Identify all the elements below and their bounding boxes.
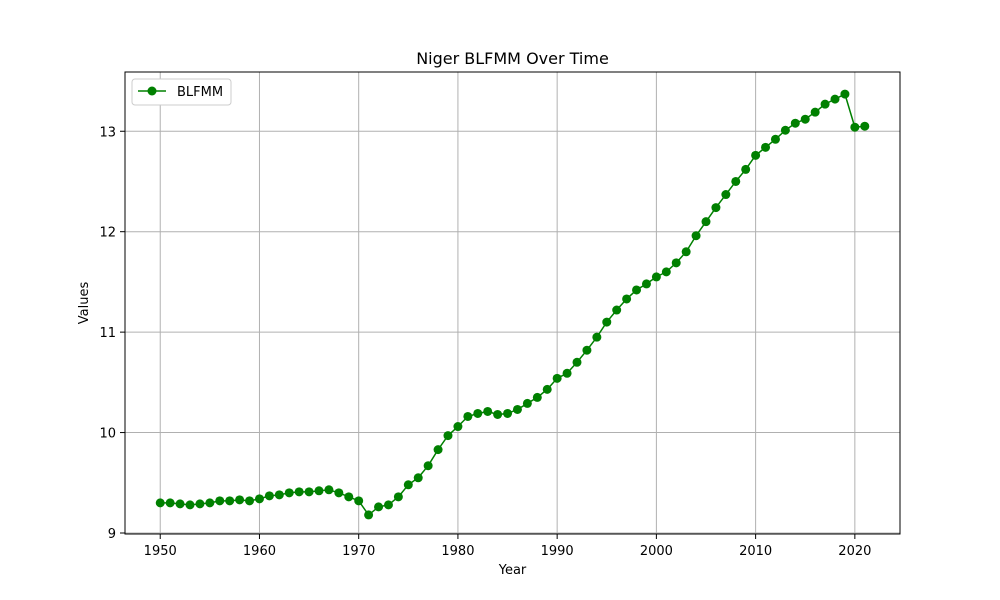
- data-point: [205, 498, 215, 508]
- data-point: [661, 267, 671, 277]
- data-point: [284, 488, 294, 498]
- y-tick-label: 13: [99, 125, 116, 140]
- data-point: [215, 496, 225, 506]
- x-tick-label: 1990: [541, 544, 574, 559]
- data-point: [512, 404, 522, 414]
- data-point: [235, 495, 245, 505]
- data-point: [463, 411, 473, 421]
- data-point: [175, 499, 185, 509]
- data-point: [522, 398, 532, 408]
- y-tick-label: 12: [99, 226, 116, 241]
- data-point: [165, 498, 175, 508]
- data-point: [413, 473, 423, 483]
- data-point: [245, 496, 255, 506]
- data-point: [582, 345, 592, 355]
- tick-layer: 1950 1960 1970 1980 1990 2000 2010 2020 9 10 11 12 1…: [99, 125, 871, 559]
- data-point: [195, 499, 205, 509]
- data-point: [830, 94, 840, 104]
- data-point: [374, 502, 384, 512]
- data-point: [443, 431, 453, 441]
- data-point: [423, 461, 433, 471]
- data-point: [552, 373, 562, 383]
- data-point: [264, 491, 274, 501]
- data-point: [770, 134, 780, 144]
- grid-lines: [125, 72, 900, 534]
- plot-frame: [124, 71, 901, 535]
- series-layer: [155, 89, 870, 520]
- x-tick-label: 1970: [342, 544, 375, 559]
- data-point: [314, 486, 324, 496]
- data-point: [354, 496, 364, 506]
- legend-marker: [147, 86, 157, 96]
- x-tick-label: 1980: [441, 544, 474, 559]
- data-point: [483, 406, 493, 416]
- data-point: [274, 490, 284, 500]
- x-tick-label: 1960: [243, 544, 276, 559]
- data-point: [572, 357, 582, 367]
- data-point: [691, 231, 701, 241]
- data-point: [324, 485, 334, 495]
- data-point: [304, 487, 314, 497]
- data-point: [632, 285, 642, 295]
- x-tick-label: 2000: [640, 544, 673, 559]
- data-point: [433, 445, 443, 455]
- data-point: [602, 317, 612, 327]
- data-point: [294, 487, 304, 497]
- x-tick-label: 2010: [739, 544, 772, 559]
- legend-box: [131, 78, 232, 106]
- data-point: [860, 121, 870, 131]
- data-point: [671, 258, 681, 268]
- data-point: [790, 118, 800, 128]
- data-point: [493, 409, 503, 419]
- data-point: [542, 384, 552, 394]
- y-axis-label: Values: [77, 282, 92, 325]
- y-tick-label: 11: [99, 326, 116, 341]
- data-point: [820, 99, 830, 109]
- data-point: [800, 114, 810, 124]
- data-point: [810, 107, 820, 117]
- data-point: [592, 332, 602, 342]
- data-point: [503, 408, 513, 418]
- data-point: [622, 294, 632, 304]
- legend-label-blfmm: BLFMM: [177, 85, 223, 100]
- y-tick-label: 10: [99, 427, 116, 442]
- data-point: [751, 150, 761, 160]
- legend: BLFMM: [131, 78, 232, 106]
- data-point: [532, 392, 542, 402]
- data-point: [254, 494, 264, 504]
- data-point: [711, 203, 721, 213]
- data-point: [225, 496, 235, 506]
- data-point: [641, 279, 651, 289]
- data-point: [155, 498, 165, 508]
- y-tick-label: 9: [108, 527, 116, 542]
- data-point: [651, 272, 661, 282]
- data-point: [701, 217, 711, 227]
- x-tick-label: 1950: [144, 544, 177, 559]
- data-point: [850, 122, 860, 132]
- data-point: [334, 488, 344, 498]
- data-point: [721, 190, 731, 200]
- x-axis-label: Year: [498, 563, 527, 578]
- data-point: [741, 164, 751, 174]
- data-point: [393, 492, 403, 502]
- data-point: [185, 500, 195, 510]
- data-point: [761, 142, 771, 152]
- x-tick-label: 2020: [838, 544, 871, 559]
- data-point: [612, 305, 622, 315]
- data-point: [403, 480, 413, 490]
- data-point: [453, 422, 463, 432]
- data-point: [473, 408, 483, 418]
- data-point: [681, 247, 691, 257]
- data-point: [344, 492, 354, 502]
- data-point: [731, 176, 741, 186]
- data-point: [840, 89, 850, 99]
- data-point: [780, 125, 790, 135]
- chart-title: Niger BLFMM Over Time: [416, 49, 609, 68]
- data-point: [562, 368, 572, 378]
- data-point: [383, 500, 393, 510]
- data-point: [364, 510, 374, 520]
